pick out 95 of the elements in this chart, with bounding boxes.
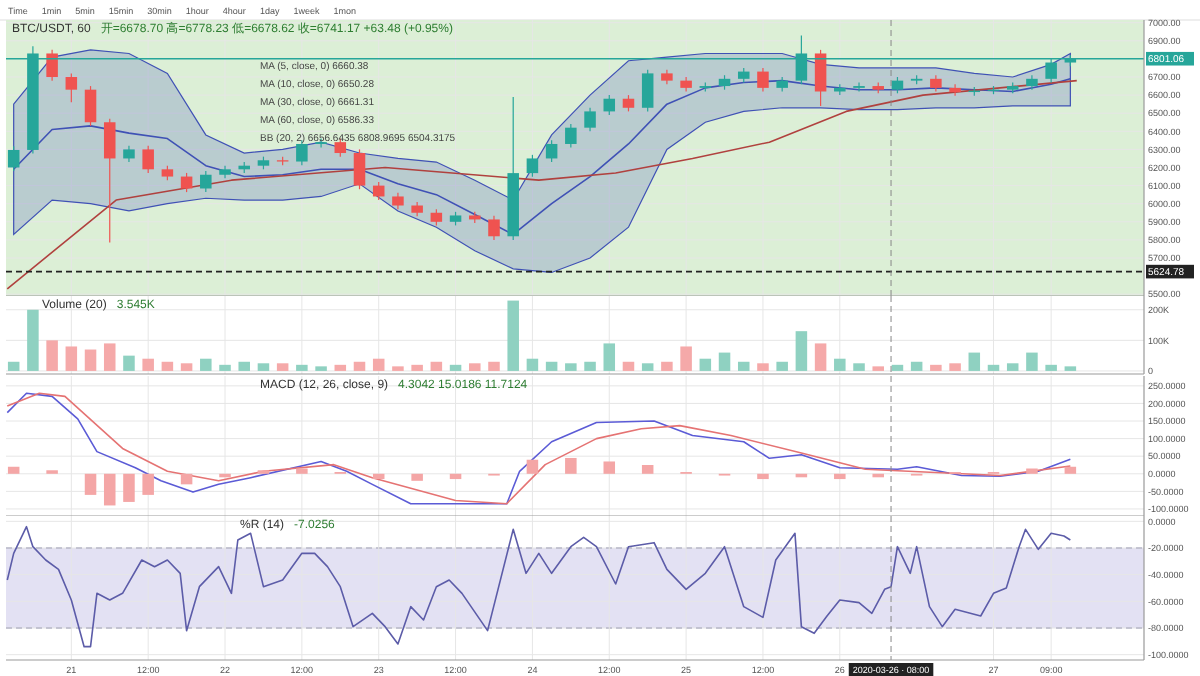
bar: [1006, 363, 1019, 371]
candlestick: [584, 107, 596, 132]
bar: [545, 361, 558, 371]
bar: [680, 346, 692, 371]
bar: [27, 309, 39, 371]
candlestick: [353, 148, 366, 190]
bar: [161, 361, 174, 371]
bar: [737, 361, 750, 371]
bar: [526, 358, 539, 371]
bar: [372, 473, 385, 480]
bar: [718, 352, 731, 371]
candlestick: [1026, 74, 1038, 91]
bar: [296, 364, 308, 371]
bar: [834, 358, 846, 371]
bar: [1064, 466, 1077, 474]
bar: [853, 363, 865, 371]
bar: [123, 473, 135, 502]
candlestick: [7, 145, 20, 172]
bar: [757, 473, 769, 480]
bar: [84, 473, 97, 495]
bar: [7, 361, 20, 371]
bar: [103, 473, 116, 506]
bar: [84, 349, 97, 371]
bar: [449, 473, 462, 480]
bar: [334, 364, 347, 371]
bar: [430, 361, 443, 371]
bar: [507, 300, 519, 371]
candlestick: [296, 139, 308, 166]
bar: [1026, 352, 1038, 371]
bar: [603, 343, 616, 371]
bar: [795, 331, 808, 371]
bar: [238, 361, 250, 371]
candlestick: [641, 69, 654, 112]
bar: [930, 364, 942, 371]
bar: [1026, 468, 1038, 474]
candlestick: [757, 67, 769, 93]
candlestick: [46, 49, 58, 82]
bar: [469, 363, 481, 371]
bar: [123, 355, 135, 371]
line-series: [6, 392, 1072, 505]
candlestick: [949, 83, 961, 97]
candlestick: [142, 145, 154, 174]
bar: [1045, 364, 1057, 371]
candlestick: [84, 85, 97, 127]
bar: [411, 364, 423, 371]
bar: [565, 363, 577, 371]
line-series: [6, 79, 1078, 290]
bar: [603, 461, 616, 474]
bar: [449, 364, 462, 371]
bar: [641, 363, 654, 371]
bar: [641, 464, 654, 474]
bar: [142, 358, 154, 371]
bar: [987, 364, 1000, 371]
bar: [584, 361, 596, 371]
bar: [910, 361, 923, 371]
bar: [219, 364, 231, 371]
candlestick: [65, 72, 78, 103]
bar: [257, 363, 270, 371]
bar: [46, 340, 58, 371]
bar: [814, 343, 827, 371]
bar: [372, 358, 385, 371]
bar: [776, 361, 788, 371]
bar: [891, 364, 904, 371]
candlestick: [565, 123, 577, 149]
candlestick: [200, 170, 212, 193]
candlestick: [853, 81, 865, 93]
candlestick: [334, 137, 347, 158]
candlestick: [814, 49, 827, 107]
bar: [180, 363, 193, 371]
bar: [353, 361, 366, 371]
bar: [7, 466, 20, 474]
bar: [834, 473, 846, 480]
bar: [103, 343, 116, 371]
candlestick: [545, 139, 558, 163]
candlestick: [526, 154, 539, 178]
bar: [526, 459, 539, 474]
candlestick: [103, 118, 116, 244]
bar: [565, 457, 577, 474]
bar: [949, 363, 961, 371]
bar: [699, 358, 712, 371]
bar: [276, 363, 289, 371]
bar: [968, 352, 981, 371]
bar: [661, 361, 673, 371]
bar: [757, 363, 769, 371]
bar: [142, 473, 154, 495]
candlestick: [488, 215, 500, 241]
candlestick: [315, 137, 327, 149]
bar: [411, 473, 423, 481]
candlestick: [603, 94, 616, 116]
bar: [296, 468, 308, 474]
bar: [65, 346, 78, 371]
bar: [622, 361, 635, 371]
bar: [180, 473, 193, 485]
bar: [200, 358, 212, 371]
bar: [488, 361, 500, 371]
